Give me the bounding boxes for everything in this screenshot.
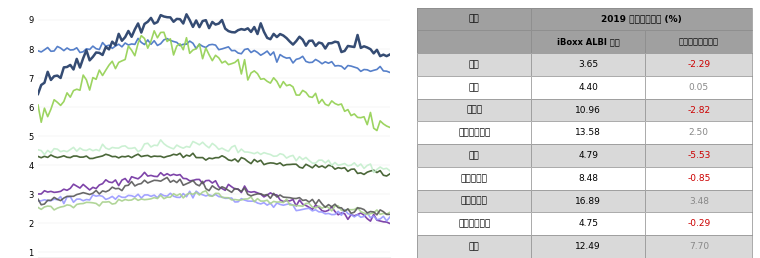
Text: 4.40: 4.40 (578, 83, 598, 92)
Text: -0.85: -0.85 (687, 174, 711, 183)
Bar (531, 235, 645, 258)
Bar (645, 53, 752, 76)
Bar (645, 213, 752, 235)
Bar (417, 30, 531, 53)
Text: 0.05: 0.05 (689, 83, 709, 92)
Bar (417, 235, 531, 258)
Text: -2.82: -2.82 (687, 106, 711, 115)
Text: 4.79: 4.79 (578, 151, 598, 160)
Bar (417, 144, 531, 167)
Bar (417, 76, 531, 99)
Bar (531, 144, 645, 167)
Bar (645, 53, 752, 76)
Bar (645, 99, 752, 122)
Bar (531, 30, 645, 53)
Text: 12.49: 12.49 (575, 242, 601, 251)
Bar (531, 144, 645, 167)
Bar (417, 122, 531, 144)
Bar (531, 53, 645, 76)
Text: -5.53: -5.53 (687, 151, 711, 160)
Bar (531, 76, 645, 99)
Text: -2.29: -2.29 (687, 60, 711, 69)
Text: 国名: 国名 (469, 14, 480, 23)
Text: 3.48: 3.48 (689, 197, 709, 206)
Text: -0.29: -0.29 (687, 219, 711, 228)
Text: 13.58: 13.58 (575, 128, 601, 137)
Bar (531, 30, 645, 53)
Bar (417, 99, 531, 122)
Bar (417, 213, 531, 235)
Bar (417, 30, 531, 53)
Bar (531, 53, 645, 76)
Bar (645, 190, 752, 213)
Text: 2.50: 2.50 (689, 128, 709, 137)
Text: マレーシア: マレーシア (461, 174, 488, 183)
Bar (645, 167, 752, 190)
Bar (417, 235, 531, 258)
Bar (531, 213, 645, 235)
Bar (417, 167, 531, 190)
Bar (417, 99, 531, 122)
Bar (531, 190, 645, 213)
Bar (417, 8, 531, 30)
Bar (417, 190, 531, 213)
Text: 16.89: 16.89 (575, 197, 601, 206)
Text: 3.65: 3.65 (578, 60, 598, 69)
Bar (531, 8, 752, 30)
Bar (531, 213, 645, 235)
Text: 香港: 香港 (469, 83, 480, 92)
Text: 2019 年初来騰落率 (%): 2019 年初来騰落率 (%) (601, 14, 682, 23)
Bar (645, 122, 752, 144)
Text: 4.75: 4.75 (578, 219, 598, 228)
Bar (531, 167, 645, 190)
Bar (645, 99, 752, 122)
Text: 7.70: 7.70 (689, 242, 709, 251)
Bar (645, 144, 752, 167)
Text: 中国: 中国 (469, 60, 480, 69)
Bar (531, 190, 645, 213)
Text: タイ: タイ (469, 242, 480, 251)
Bar (417, 76, 531, 99)
Bar (645, 30, 752, 53)
Bar (645, 30, 752, 53)
Bar (417, 53, 531, 76)
Text: インドネシア: インドネシア (458, 128, 490, 137)
Bar (645, 122, 752, 144)
Text: 韓国: 韓国 (469, 151, 480, 160)
Bar (531, 235, 645, 258)
Text: iBoxx ALBI 指数: iBoxx ALBI 指数 (557, 37, 619, 46)
Bar (417, 144, 531, 167)
Bar (645, 235, 752, 258)
Bar (531, 167, 645, 190)
Bar (531, 99, 645, 122)
Text: 8.48: 8.48 (578, 174, 598, 183)
Bar (645, 190, 752, 213)
Bar (645, 76, 752, 99)
Text: 通貨（対米ドル）: 通貨（対米ドル） (679, 37, 719, 46)
Bar (645, 213, 752, 235)
Bar (645, 167, 752, 190)
Bar (417, 167, 531, 190)
Bar (417, 53, 531, 76)
Bar (531, 122, 645, 144)
Bar (531, 99, 645, 122)
Bar (645, 76, 752, 99)
Text: シンガポール: シンガポール (458, 219, 490, 228)
Bar (417, 8, 531, 30)
Text: 10.96: 10.96 (575, 106, 601, 115)
Bar (417, 190, 531, 213)
Bar (417, 122, 531, 144)
Bar (531, 8, 752, 30)
Bar (531, 122, 645, 144)
Text: フィリピン: フィリピン (461, 197, 488, 206)
Bar (417, 213, 531, 235)
Bar (645, 144, 752, 167)
Bar (531, 76, 645, 99)
Bar (645, 235, 752, 258)
Text: インド: インド (466, 106, 483, 115)
